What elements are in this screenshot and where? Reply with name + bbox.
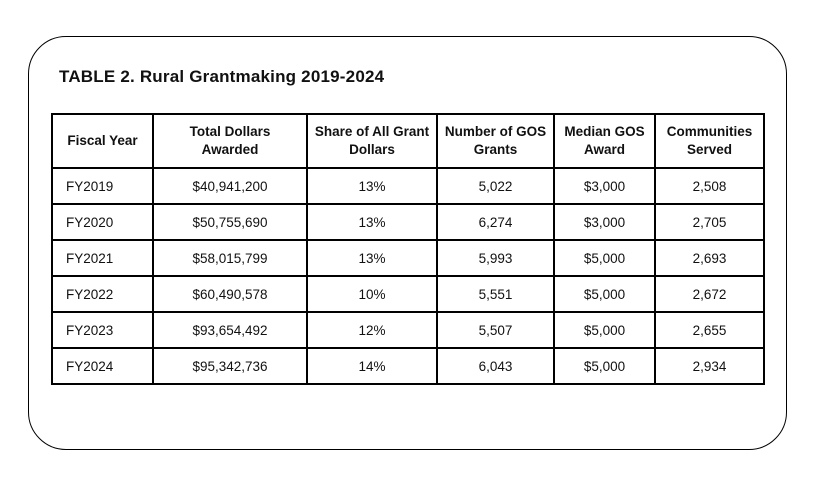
table-row-fy2019: FY2019 $40,941,200 13% 5,022 $3,000 2,50… bbox=[51, 167, 765, 205]
table-row-fy2020: FY2020 $50,755,690 13% 6,274 $3,000 2,70… bbox=[51, 203, 765, 241]
cell-total-dollars: $93,654,492 bbox=[152, 311, 308, 349]
cell-share: 13% bbox=[306, 203, 438, 241]
cell-median-award: $5,000 bbox=[553, 311, 656, 349]
header-communities-served: Communities Served bbox=[654, 113, 765, 169]
cell-communities: 2,672 bbox=[654, 275, 765, 313]
cell-communities: 2,934 bbox=[654, 347, 765, 385]
cell-fiscal-year: FY2023 bbox=[51, 311, 154, 349]
table-row-fy2022: FY2022 $60,490,578 10% 5,551 $5,000 2,67… bbox=[51, 275, 765, 313]
cell-communities: 2,655 bbox=[654, 311, 765, 349]
table-header-row: Fiscal Year Total Dollars Awarded Share … bbox=[51, 113, 765, 169]
cell-communities: 2,705 bbox=[654, 203, 765, 241]
cell-fiscal-year: FY2022 bbox=[51, 275, 154, 313]
table-row-fy2024: FY2024 $95,342,736 14% 6,043 $5,000 2,93… bbox=[51, 347, 765, 385]
cell-share: 13% bbox=[306, 239, 438, 277]
table-card: TABLE 2. Rural Grantmaking 2019-2024 Fis… bbox=[28, 36, 787, 450]
header-number-of-gos-grants: Number of GOS Grants bbox=[436, 113, 555, 169]
cell-median-award: $5,000 bbox=[553, 239, 656, 277]
cell-num-grants: 6,274 bbox=[436, 203, 555, 241]
cell-num-grants: 5,022 bbox=[436, 167, 555, 205]
header-median-gos-award: Median GOS Award bbox=[553, 113, 656, 169]
table-row-fy2023: FY2023 $93,654,492 12% 5,507 $5,000 2,65… bbox=[51, 311, 765, 349]
cell-median-award: $5,000 bbox=[553, 347, 656, 385]
header-total-dollars-awarded: Total Dollars Awarded bbox=[152, 113, 308, 169]
cell-share: 10% bbox=[306, 275, 438, 313]
cell-share: 13% bbox=[306, 167, 438, 205]
cell-num-grants: 5,993 bbox=[436, 239, 555, 277]
cell-median-award: $5,000 bbox=[553, 275, 656, 313]
cell-fiscal-year: FY2020 bbox=[51, 203, 154, 241]
cell-communities: 2,693 bbox=[654, 239, 765, 277]
cell-median-award: $3,000 bbox=[553, 203, 656, 241]
cell-num-grants: 5,551 bbox=[436, 275, 555, 313]
rural-grantmaking-table: Fiscal Year Total Dollars Awarded Share … bbox=[51, 113, 765, 385]
cell-fiscal-year: FY2021 bbox=[51, 239, 154, 277]
cell-share: 14% bbox=[306, 347, 438, 385]
table-row-fy2021: FY2021 $58,015,799 13% 5,993 $5,000 2,69… bbox=[51, 239, 765, 277]
cell-communities: 2,508 bbox=[654, 167, 765, 205]
table-title: TABLE 2. Rural Grantmaking 2019-2024 bbox=[59, 67, 385, 86]
cell-fiscal-year: FY2019 bbox=[51, 167, 154, 205]
cell-fiscal-year: FY2024 bbox=[51, 347, 154, 385]
cell-num-grants: 6,043 bbox=[436, 347, 555, 385]
header-fiscal-year: Fiscal Year bbox=[51, 113, 154, 169]
cell-total-dollars: $40,941,200 bbox=[152, 167, 308, 205]
cell-num-grants: 5,507 bbox=[436, 311, 555, 349]
cell-total-dollars: $50,755,690 bbox=[152, 203, 308, 241]
cell-total-dollars: $58,015,799 bbox=[152, 239, 308, 277]
header-share-of-all-grant-dollars: Share of All Grant Dollars bbox=[306, 113, 438, 169]
cell-total-dollars: $60,490,578 bbox=[152, 275, 308, 313]
cell-share: 12% bbox=[306, 311, 438, 349]
cell-median-award: $3,000 bbox=[553, 167, 656, 205]
cell-total-dollars: $95,342,736 bbox=[152, 347, 308, 385]
